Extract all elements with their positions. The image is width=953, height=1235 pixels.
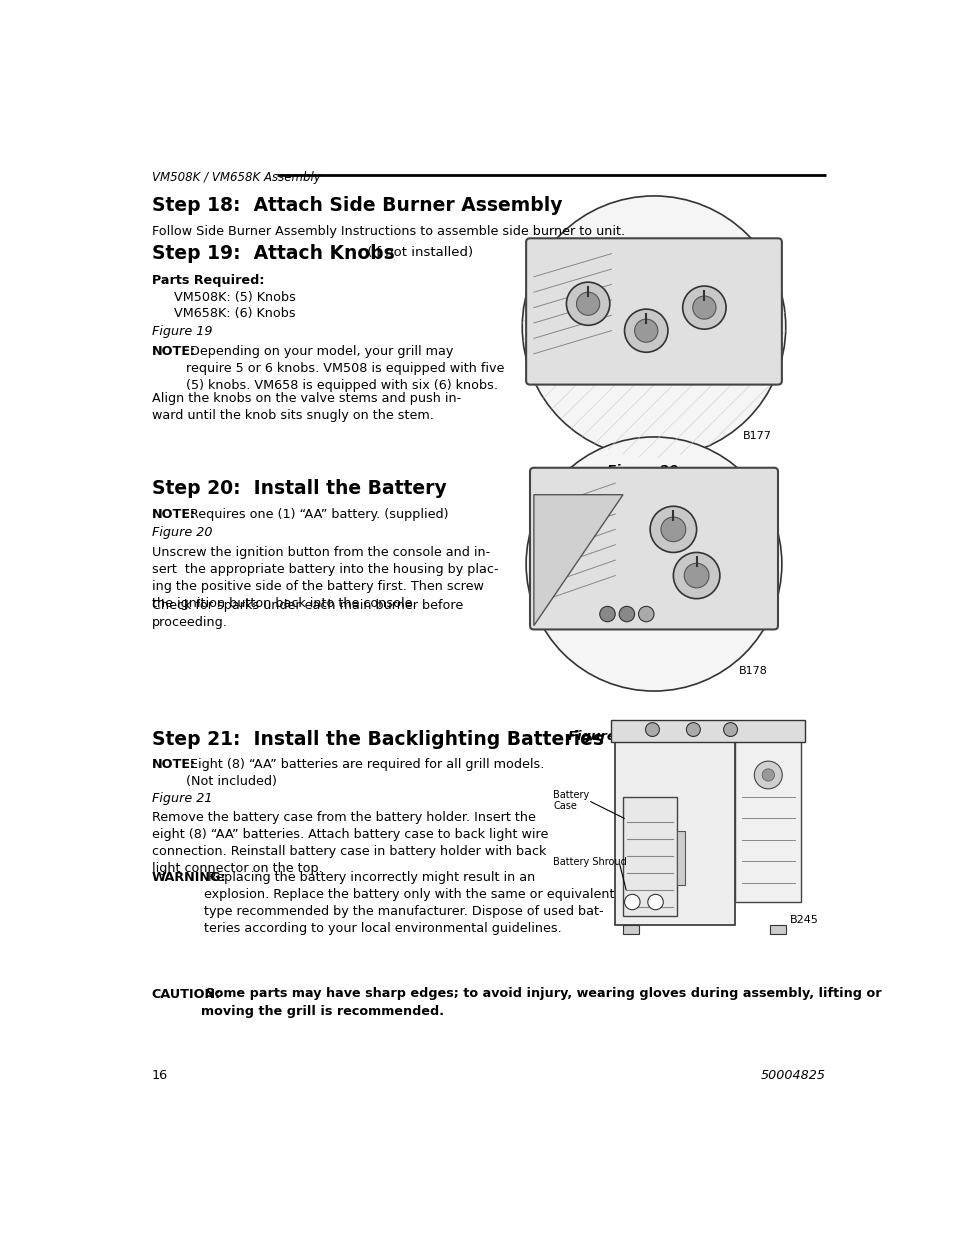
Text: Figure 21: Figure 21 [568,730,639,742]
Circle shape [754,761,781,789]
Text: 50004825: 50004825 [760,1070,825,1082]
Text: B177: B177 [742,431,771,441]
Polygon shape [534,495,622,626]
Bar [615,740,735,925]
FancyBboxPatch shape [525,238,781,384]
Text: Figure 19: Figure 19 [606,242,678,256]
Circle shape [566,282,609,325]
Bar [622,797,677,916]
Text: Figure 21: Figure 21 [152,792,213,805]
Circle shape [634,319,658,342]
Circle shape [660,517,685,542]
Bar [549,735,823,931]
Bar [622,925,638,935]
Circle shape [525,437,781,692]
Bar [677,831,684,885]
Text: CAUTION:: CAUTION: [152,988,221,1000]
Text: (If not installed): (If not installed) [362,246,473,259]
Text: Some parts may have sharp edges; to avoid injury, wearing gloves during assembly: Some parts may have sharp edges; to avoi… [200,988,881,1018]
Circle shape [618,606,634,621]
Circle shape [521,196,785,458]
Text: B178: B178 [739,666,767,676]
Text: Align the knobs on the valve stems and push in-
ward until the knob sits snugly : Align the knobs on the valve stems and p… [152,393,460,422]
Circle shape [645,722,659,736]
Text: Eight (8) “AA” batteries are required for all grill models.
(Not included): Eight (8) “AA” batteries are required fo… [186,758,544,788]
Text: Follow Side Burner Assembly Instructions to assemble side burner to unit.: Follow Side Burner Assembly Instructions… [152,225,624,238]
Bar [735,740,801,902]
Circle shape [624,894,639,910]
Circle shape [692,296,716,319]
Text: WARNING:: WARNING: [152,871,226,884]
Text: Battery Shroud: Battery Shroud [553,857,626,867]
Text: Figure 20: Figure 20 [606,464,678,477]
Text: NOTE:: NOTE: [152,508,195,521]
Text: Requires one (1) “AA” battery. (supplied): Requires one (1) “AA” battery. (supplied… [186,508,448,521]
Text: NOTE:: NOTE: [152,345,195,358]
Circle shape [685,722,700,736]
Text: Step 18:  Attach Side Burner Assembly: Step 18: Attach Side Burner Assembly [152,196,561,215]
Circle shape [599,606,615,621]
Text: Battery
Case: Battery Case [553,789,589,811]
Text: B245: B245 [788,915,818,925]
Text: Step 21:  Install the Backlighting Batteries: Step 21: Install the Backlighting Batter… [152,730,603,748]
Text: 16: 16 [152,1070,168,1082]
Text: VM658K: (6) Knobs: VM658K: (6) Knobs [173,306,294,320]
Bar [611,720,804,742]
Circle shape [683,563,708,588]
Text: Step 20:  Install the Battery: Step 20: Install the Battery [152,479,446,498]
Text: Depending on your model, your grill may
require 5 or 6 knobs. VM508 is equipped : Depending on your model, your grill may … [186,345,504,391]
Text: VM508K: (5) Knobs: VM508K: (5) Knobs [173,290,295,304]
Text: Replacing the battery incorrectly might result in an
explosion. Replace the batt: Replacing the battery incorrectly might … [204,871,615,935]
Circle shape [682,287,725,330]
Text: Check for sparks under each main burner before
proceeding.: Check for sparks under each main burner … [152,599,462,630]
Text: Figure 19: Figure 19 [152,325,213,338]
Text: Remove the battery case from the battery holder. Insert the
eight (8) “AA” batte: Remove the battery case from the battery… [152,811,548,876]
Text: NOTE:: NOTE: [152,758,195,771]
Text: Parts Required:: Parts Required: [152,274,264,287]
Circle shape [647,894,662,910]
Bar [769,925,785,935]
Circle shape [761,769,774,782]
Circle shape [624,309,667,352]
Circle shape [649,506,696,552]
Circle shape [638,606,654,621]
Text: Figure 20: Figure 20 [152,526,213,540]
Circle shape [673,552,720,599]
FancyBboxPatch shape [530,468,778,630]
Circle shape [722,722,737,736]
Text: VM508K / VM658K Assembly: VM508K / VM658K Assembly [152,172,320,184]
Text: Step 19:  Attach Knobs: Step 19: Attach Knobs [152,245,395,263]
Circle shape [576,293,599,315]
Text: Unscrew the ignition button from the console and in-
sert  the appropriate batte: Unscrew the ignition button from the con… [152,546,497,610]
